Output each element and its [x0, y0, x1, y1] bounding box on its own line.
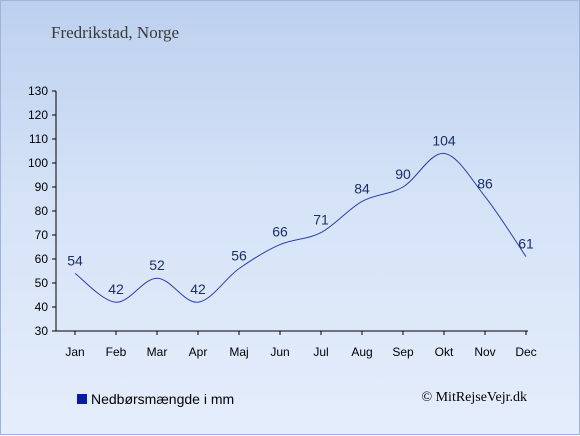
data-label: 61 — [518, 236, 534, 252]
page-title: Fredrikstad, Norge — [51, 23, 180, 42]
x-tick-label: Maj — [229, 345, 248, 359]
x-tick-label: Mar — [147, 345, 168, 359]
y-tick-label: 40 — [35, 300, 49, 314]
data-label: 56 — [231, 248, 247, 264]
data-label: 104 — [432, 132, 456, 148]
data-label: 84 — [354, 180, 370, 196]
x-tick-label: Nov — [474, 345, 495, 359]
y-tick-label: 50 — [35, 276, 49, 290]
x-tick-label: Jul — [313, 345, 328, 359]
x-tick-label: Sep — [392, 345, 414, 359]
y-tick-label: 120 — [28, 108, 48, 122]
y-tick-label: 110 — [29, 132, 48, 146]
y-tick-label: 130 — [28, 84, 48, 98]
data-label: 90 — [395, 166, 411, 182]
y-tick-label: 60 — [35, 252, 49, 266]
legend-swatch — [77, 394, 87, 404]
x-tick-label: Jan — [65, 345, 84, 359]
precipitation-series-line — [74, 152, 527, 303]
data-label: 52 — [149, 257, 165, 273]
x-tick-label: Dec — [515, 345, 536, 359]
x-tick-label: Feb — [106, 345, 127, 359]
y-tick-label: 80 — [35, 204, 49, 218]
data-label: 54 — [67, 252, 83, 268]
data-label: 42 — [190, 281, 206, 297]
y-tick-label: 100 — [28, 156, 48, 170]
y-tick-label: 70 — [35, 228, 49, 242]
x-tick-label: Apr — [189, 345, 208, 359]
x-tick-label: Aug — [351, 345, 372, 359]
y-tick-label: 30 — [35, 324, 49, 338]
x-tick-label: Jun — [270, 345, 289, 359]
data-label: 86 — [477, 176, 493, 192]
x-tick-label: Okt — [435, 345, 454, 359]
data-label: 42 — [108, 281, 124, 297]
data-label: 66 — [272, 224, 288, 240]
data-label: 71 — [313, 212, 329, 228]
copyright-text: © MitRejseVejr.dk — [421, 390, 527, 405]
y-tick-label: 90 — [35, 180, 49, 194]
legend-label: Nedbørsmængde i mm — [91, 391, 235, 407]
legend: Nedbørsmængde i mm — [77, 391, 234, 407]
